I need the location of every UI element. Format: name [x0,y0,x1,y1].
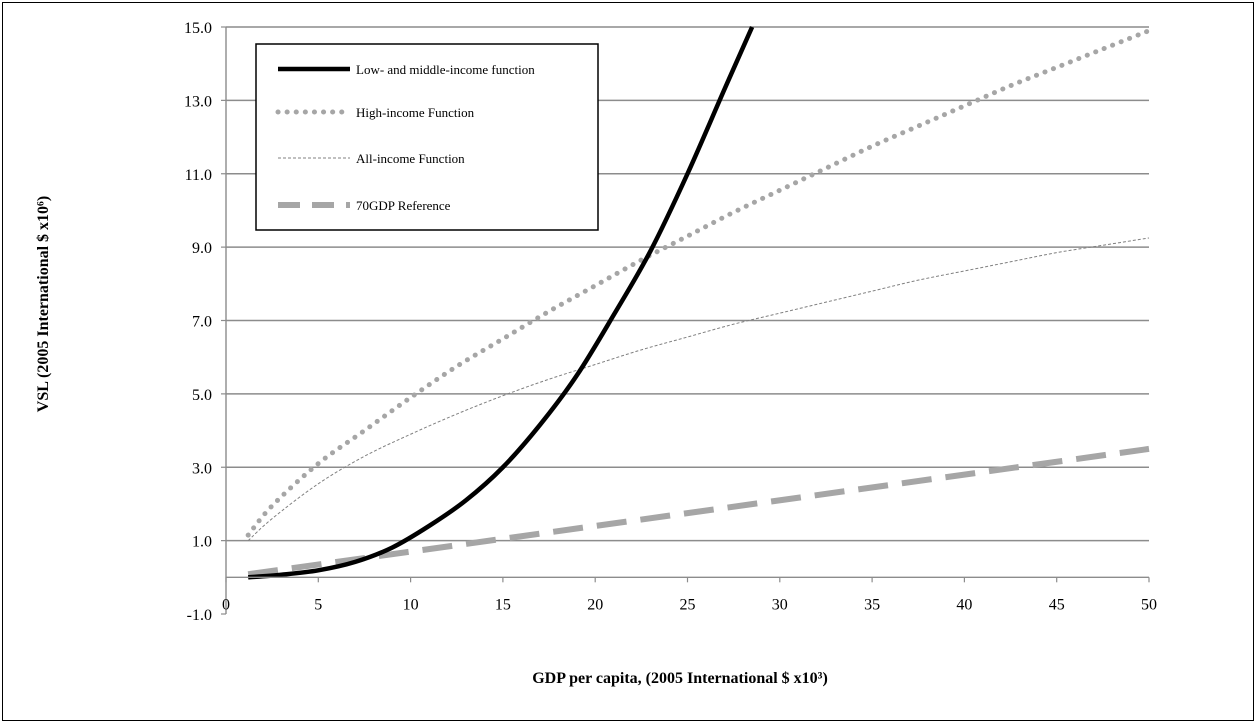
gridlines [226,26,1149,542]
legend: Low- and middle-income function High-inco… [255,43,599,231]
y-tick-label: 3.0 [192,460,212,477]
y-tick-label: 9.0 [192,240,212,257]
x-axis-title: GDP per capita, (2005 International $ x1… [532,670,828,687]
tick-labels: -1.0 1.0 3.0 5.0 7.0 9.0 11.0 13.0 15.0 0 5 10 15 20 2… [184,20,1157,624]
x-tick-label: 20 [587,596,603,613]
series-line-1 [247,26,755,580]
axes [221,26,1150,615]
y-tick-label: 5.0 [192,387,212,404]
x-tick-label: 50 [1141,596,1157,613]
legend-label: High-income Function [356,105,475,120]
series-line-3 [247,237,1150,541]
x-tick-label: 35 [864,596,880,613]
x-tick-label: 0 [222,596,230,613]
x-tick-label: 15 [495,596,511,613]
x-tick-label: 40 [956,596,972,613]
y-axis-title: VSL (2005 International $ x10⁶) [35,196,52,412]
x-tick-label: 10 [403,596,419,613]
y-tick-label: 13.0 [184,93,212,110]
x-tick-label: 45 [1049,596,1065,613]
legend-label: 70GDP Reference [356,198,451,213]
legend-box [255,43,599,231]
y-tick-label: 7.0 [192,314,212,331]
x-tick-label: 25 [680,596,696,613]
y-tick-label: 1.0 [192,534,212,551]
y-tick-label: 15.0 [184,20,212,37]
series-line-2 [245,28,1151,538]
legend-label: All-income Function [356,151,465,166]
legend-label: Low- and middle-income function [356,62,535,77]
series-layer [245,26,1151,580]
y-tick-label: 11.0 [185,167,212,184]
x-tick-label: 5 [314,596,322,613]
series-line-4 [247,445,1150,578]
x-tick-label: 30 [772,596,788,613]
y-tick-label: -1.0 [187,607,212,624]
